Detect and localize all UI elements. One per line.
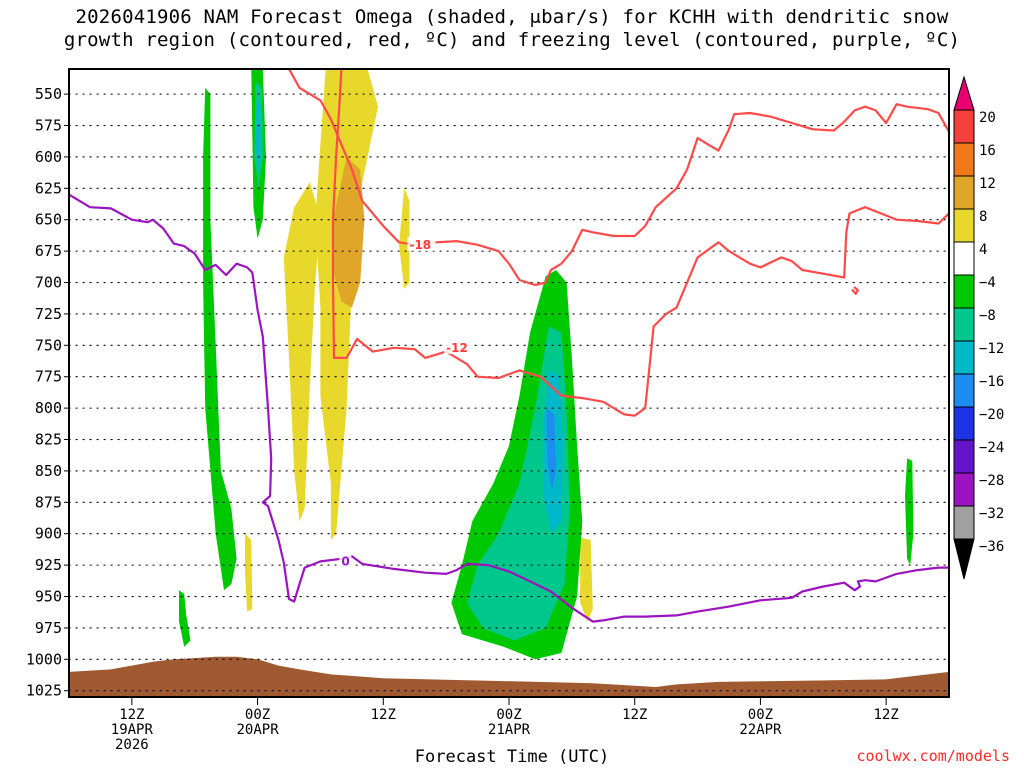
x-tick-label-66-1: 00Z [748, 707, 773, 723]
dendritic-12-c-contour-label: -12 [446, 341, 468, 355]
colorbar-band-9 [953, 373, 975, 408]
omega-positive-4-8-region-5 [245, 533, 253, 612]
x-tick-label-30-1: 12Z [371, 707, 396, 723]
x-axis-label: Forecast Time (UTC) [414, 747, 610, 767]
colorbar-label-13: −32 [979, 506, 1004, 522]
colorbar-band-11 [953, 439, 975, 474]
freezing-level-0-c-contour-label-bg [339, 553, 352, 568]
omega-negative-8-to-12-region-2 [467, 326, 570, 641]
chart-title-line-1: 2026041906 NAM Forecast Omega (shaded, μ… [75, 6, 949, 28]
y-tick-label-550: 550 [35, 85, 62, 103]
colorbar-band-4 [953, 208, 975, 243]
plot-area [69, 69, 949, 697]
x-tick-label-18-1: 00Z [245, 707, 270, 723]
x-tick-label-78-1: 12Z [873, 707, 898, 723]
dendritic-18-c-contour-label: -18 [409, 238, 431, 252]
colorbar-band-2 [953, 142, 975, 177]
x-tick-label-66-2: 22APR [739, 722, 782, 738]
omega-negative-16-to-20-region-1 [546, 408, 557, 490]
y-tick-label-725: 725 [35, 305, 62, 323]
axes: 550 575 600 625 650 675 700 725 750 775 800 825 850 8… [26, 85, 899, 753]
x-tick-label-6-2: 19APR [111, 722, 154, 738]
y-tick-label-900: 900 [35, 525, 62, 543]
omega-negative-4-to-8-region-1 [203, 87, 237, 591]
colorbar-band-5 [953, 241, 975, 276]
x-tick-label-6-3: 2026 [115, 737, 149, 753]
colorbar-label-12: −28 [979, 473, 1004, 489]
colorbar-band-13 [953, 505, 975, 540]
y-tick-label-650: 650 [35, 211, 62, 229]
x-tick-label-42-2: 21APR [488, 722, 531, 738]
dendritic-18-c-contour-line [287, 69, 949, 287]
colorbar-label-9: −16 [979, 374, 1004, 390]
y-tick-label-975: 975 [35, 619, 62, 637]
credit-text: coolwx.com/models [856, 747, 1010, 765]
y-tick-label-700: 700 [35, 274, 62, 292]
omega-positive-4-8-region-2 [283, 182, 321, 522]
omega-negative-4-to-8-region-5 [905, 458, 914, 566]
omega-positive-4-8-region-1 [315, 69, 378, 540]
y-tick-label-825: 825 [35, 431, 62, 449]
y-tick-label-875: 875 [35, 493, 62, 511]
colorbar-label-4: 8 [979, 209, 987, 225]
y-tick-label-850: 850 [35, 462, 62, 480]
y-tick-label-625: 625 [35, 179, 62, 197]
freezing-level-0-c-contour-label: 0 [341, 554, 349, 568]
x-tick-label-54-1: 12Z [622, 707, 647, 723]
colorbar-label-8: −12 [979, 341, 1004, 357]
x-tick-label-42-1: 00Z [496, 707, 521, 723]
y-tick-label-575: 575 [35, 117, 62, 135]
colorbar: 20 16 12 8 4 −4 −8 −12 −16 −20 −24 −28 −32 −36 [953, 75, 1004, 580]
y-tick-label-950: 950 [35, 588, 62, 606]
colorbar-band-12 [953, 472, 975, 507]
chart-title-line-2: growth region (contoured, red, ºC) and f… [63, 29, 961, 51]
y-tick-label-925: 925 [35, 556, 62, 574]
colorbar-label-2: 16 [979, 143, 996, 159]
omega-positive-4-8-region-4 [580, 537, 593, 622]
colorbar-top-arrow [953, 75, 975, 111]
colorbar-band-7 [953, 307, 975, 342]
dendritic-12-c-contour-line [331, 69, 949, 417]
colorbar-label-10: −20 [979, 407, 1004, 423]
colorbar-label-1: 20 [979, 110, 996, 126]
terrain-region-1 [69, 656, 949, 697]
freezing-level-0-c-contour-line [69, 193, 949, 623]
chart-title: 2026041906 NAM Forecast Omega (shaded, μ… [0, 6, 1024, 52]
x-tick-label-6-1: 12Z [119, 707, 144, 723]
colorbar-label-7: −8 [979, 308, 996, 324]
omega-positive-4-8-region-3 [399, 188, 410, 289]
omega-positive-8-12-region-1 [333, 156, 365, 308]
omega-negative-12-to-16-region-1 [255, 100, 261, 170]
y-tick-label-675: 675 [35, 242, 62, 260]
grid [69, 93, 949, 692]
dendritic-18-c-contour-label-bg [407, 236, 436, 251]
colorbar-label-3: 12 [979, 176, 996, 192]
y-tick-label-750: 750 [35, 336, 62, 354]
colorbar-label-6: −4 [979, 275, 996, 291]
colorbar-label-11: −24 [979, 440, 1004, 456]
y-tick-label-1025: 1025 [26, 682, 62, 700]
colorbar-band-1 [953, 109, 975, 144]
dendritic-12-c-contour-label-bg [444, 339, 473, 354]
contour-lines: -12 -18 0 [69, 69, 949, 623]
colorbar-label-5: 4 [979, 242, 987, 258]
y-tick-label-600: 600 [35, 148, 62, 166]
colorbar-label-14: −36 [979, 539, 1004, 555]
y-tick-label-1000: 1000 [26, 650, 62, 668]
omega-negative-4-to-8-region-4 [179, 590, 191, 647]
colorbar-band-10 [953, 406, 975, 441]
colorbar-band-8 [953, 340, 975, 375]
colorbar-bottom-arrow [953, 538, 975, 580]
y-tick-label-775: 775 [35, 368, 62, 386]
x-tick-label-18-2: 20APR [236, 722, 279, 738]
colorbar-band-6 [953, 274, 975, 309]
y-tick-label-800: 800 [35, 399, 62, 417]
colorbar-band-3 [953, 175, 975, 210]
dendritic-small-12-loop-line [851, 286, 859, 295]
